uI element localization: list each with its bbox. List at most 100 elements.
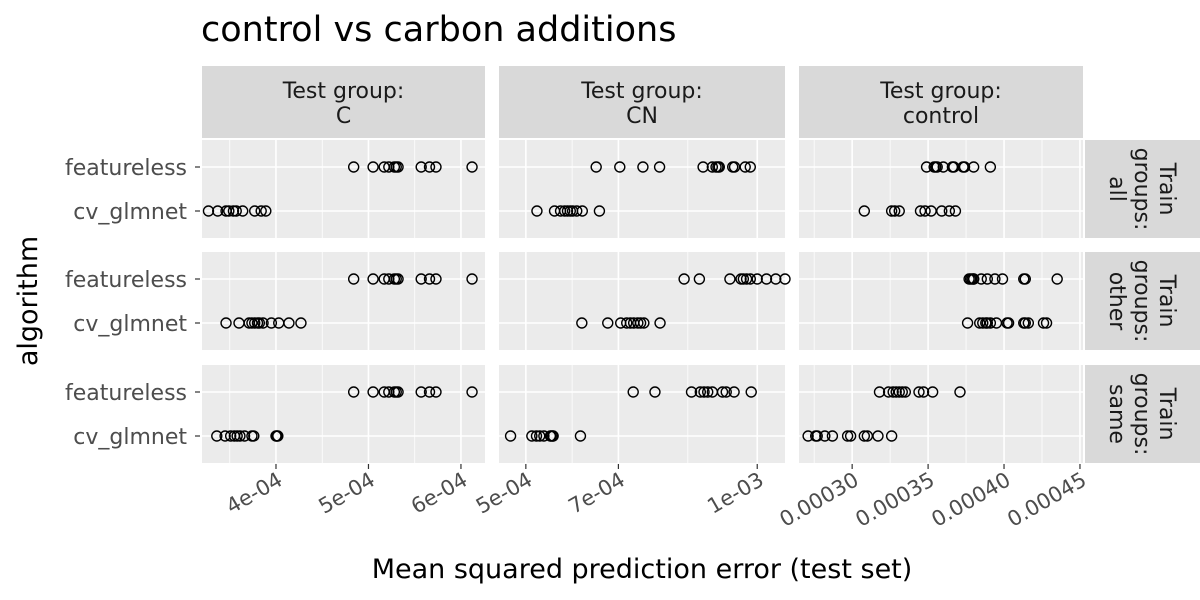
data-point-cv_glmnet xyxy=(283,317,295,329)
data-point-featureless xyxy=(989,273,1001,285)
data-point-featureless xyxy=(917,386,930,398)
data-point-cv_glmnet xyxy=(559,205,571,217)
data-point-featureless xyxy=(653,161,666,173)
data-point-cv_glmnet xyxy=(949,205,962,217)
data-point-cv_glmnet xyxy=(576,317,588,329)
data-point-cv_glmnet xyxy=(1019,317,1031,329)
data-point-cv_glmnet xyxy=(249,317,261,329)
x-axis: 4e-04 5e-04 6e-04 5e-04 7e-04 1e-03 0.000300.0… xyxy=(222,464,1090,532)
x-axis-title: Mean squared prediction error (test set) xyxy=(372,554,913,585)
data-point-cv_glmnet xyxy=(272,430,284,442)
column-strip xyxy=(202,66,485,138)
panel-background xyxy=(499,140,785,238)
data-point-cv_glmnet xyxy=(219,430,231,442)
data-point-featureless xyxy=(697,161,709,173)
data-point-cv_glmnet xyxy=(255,205,267,217)
data-point-featureless xyxy=(430,161,442,173)
column-strip-label: Test group: xyxy=(879,79,1002,104)
data-point-cv_glmnet xyxy=(841,430,854,442)
data-point-cv_glmnet xyxy=(561,205,574,217)
data-point-cv_glmnet xyxy=(826,430,839,442)
data-point-featureless xyxy=(737,273,750,285)
data-point-featureless xyxy=(367,161,379,173)
data-point-featureless xyxy=(887,386,899,398)
data-point-featureless xyxy=(984,161,997,173)
data-point-featureless xyxy=(744,161,756,173)
data-point-featureless xyxy=(1051,273,1063,285)
data-point-cv_glmnet xyxy=(602,317,614,329)
data-point-featureless xyxy=(698,386,710,398)
data-point-cv_glmnet xyxy=(872,430,884,442)
data-point-cv_glmnet xyxy=(211,430,223,442)
x-tick-label: 5e-04 xyxy=(314,468,378,519)
data-point-cv_glmnet xyxy=(547,430,559,442)
data-point-featureless xyxy=(981,273,994,285)
panel-background xyxy=(202,365,485,463)
row-strip-label: groups: xyxy=(1129,373,1154,456)
data-point-featureless xyxy=(678,273,690,285)
data-point-cv_glmnet xyxy=(249,205,261,217)
x-tick-label: 0.00045 xyxy=(1003,468,1090,532)
data-point-featureless xyxy=(614,161,626,173)
data-point-featureless xyxy=(392,273,404,285)
data-point-cv_glmnet xyxy=(246,317,258,329)
data-point-cv_glmnet xyxy=(538,430,550,442)
data-point-cv_glmnet xyxy=(984,317,997,329)
data-point-featureless xyxy=(590,161,602,173)
data-point-featureless xyxy=(347,386,360,398)
panel-background xyxy=(499,365,785,463)
data-point-featureless xyxy=(739,161,751,173)
data-point-cv_glmnet xyxy=(504,430,517,442)
y-tick-label: featureless xyxy=(65,268,187,293)
data-point-featureless xyxy=(893,386,905,398)
x-tick-label: 5e-04 xyxy=(472,468,536,519)
data-point-featureless xyxy=(627,386,639,398)
data-point-cv_glmnet xyxy=(621,317,633,329)
data-point-featureless xyxy=(694,386,707,398)
data-point-featureless xyxy=(383,273,395,285)
y-tick-label: cv_glmnet xyxy=(73,200,187,225)
data-point-featureless xyxy=(367,386,379,398)
data-point-featureless xyxy=(728,386,740,398)
column-strip-label: CN xyxy=(626,104,658,129)
data-point-featureless xyxy=(720,386,732,398)
row-strip-label: all xyxy=(1104,176,1129,202)
data-point-featureless xyxy=(430,386,442,398)
data-point-cv_glmnet xyxy=(257,317,269,329)
panel-background xyxy=(799,140,1083,238)
data-point-featureless xyxy=(913,386,925,398)
data-point-featureless xyxy=(693,273,706,285)
panel-background xyxy=(202,140,485,238)
data-point-featureless xyxy=(383,386,395,398)
data-point-cv_glmnet xyxy=(231,430,243,442)
column-strip-label: Test group: xyxy=(580,79,703,104)
column-strip-label: Test group: xyxy=(282,79,405,104)
data-point-featureless xyxy=(890,386,902,398)
data-point-featureless xyxy=(716,386,729,398)
data-point-featureless xyxy=(637,161,649,173)
data-point-cv_glmnet xyxy=(893,205,905,217)
data-point-cv_glmnet xyxy=(858,205,871,217)
data-point-featureless xyxy=(347,273,360,285)
data-point-cv_glmnet xyxy=(811,430,823,442)
row-strip-label: groups: xyxy=(1129,260,1154,343)
row-strips: Traingroups:allTraingroups:otherTraingro… xyxy=(1085,140,1200,463)
panels xyxy=(202,140,1083,463)
x-tick-label: 0.00040 xyxy=(927,468,1014,532)
data-point-cv_glmnet xyxy=(248,430,260,442)
x-tick-label: 6e-04 xyxy=(407,468,471,519)
data-point-featureless xyxy=(392,161,404,173)
row-strip-label: Train xyxy=(1154,387,1179,441)
data-point-featureless xyxy=(367,273,379,285)
data-point-cv_glmnet xyxy=(802,430,814,442)
data-point-cv_glmnet xyxy=(234,430,246,442)
data-point-featureless xyxy=(415,386,427,398)
data-point-featureless xyxy=(899,386,912,398)
data-point-cv_glmnet xyxy=(202,205,215,217)
panel-background xyxy=(202,252,485,350)
